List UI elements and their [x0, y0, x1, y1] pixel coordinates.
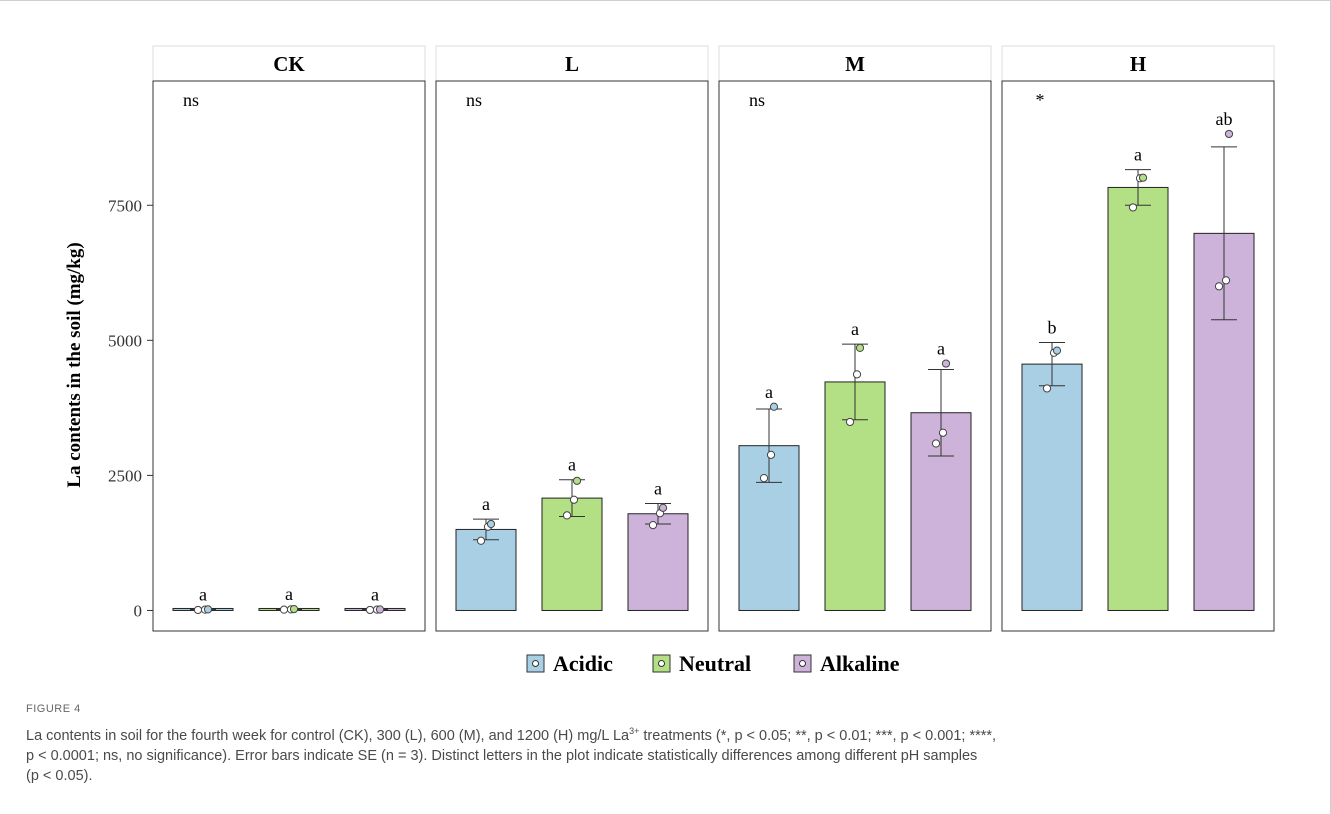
facet-title: CK — [273, 52, 305, 76]
facet-panels: CK ns a a a Lns a a a Mns a a a H * b a ab — [152, 45, 1275, 632]
facet-title: M — [845, 52, 865, 76]
data-point — [562, 511, 572, 520]
data-point — [1221, 276, 1231, 285]
facet-strip — [1001, 45, 1275, 82]
facet-panel: H * b a ab — [1001, 45, 1275, 632]
legend-label: Alkaline — [820, 651, 900, 676]
data-point — [1224, 129, 1234, 139]
figure-label: FIGURE 4 — [26, 703, 81, 715]
data-point — [852, 370, 862, 379]
group-letter: a — [285, 584, 293, 604]
facet-strip — [152, 45, 426, 82]
panel-border — [152, 80, 426, 632]
facet-panel: CK ns a a a — [152, 45, 426, 632]
group-letter: a — [937, 339, 945, 359]
facet-title: L — [565, 52, 579, 76]
data-point — [1052, 346, 1062, 355]
bar — [1021, 363, 1083, 611]
y-axis-ticks: 0 2500 5000 7500 — [108, 196, 153, 620]
facet-panel: Lns a a a — [435, 45, 709, 632]
panel-border — [1001, 80, 1275, 632]
data-point — [193, 605, 203, 615]
bar — [455, 528, 517, 611]
y-tick-label: 2500 — [108, 466, 142, 485]
data-point — [486, 519, 496, 529]
y-tick-label: 5000 — [108, 331, 142, 350]
y-axis-label: La contents in the soil (mg/kg) — [64, 242, 85, 487]
group-letter: b — [1048, 317, 1057, 337]
group-letter: a — [1134, 145, 1142, 165]
data-point — [1214, 282, 1224, 291]
group-letter: a — [654, 478, 662, 498]
figure-caption-text: La contents in soil for the fourth week … — [26, 721, 1316, 786]
caption-part-5: (p < 0.05). — [26, 767, 93, 784]
facet-strip — [718, 45, 992, 82]
data-point — [476, 536, 486, 545]
panel-border — [435, 80, 709, 632]
facet-strip — [435, 45, 709, 82]
group-letter: a — [199, 584, 207, 604]
data-point — [941, 359, 951, 368]
significance-label: ns — [466, 90, 482, 110]
legend-point — [532, 660, 539, 667]
data-point — [938, 428, 948, 437]
data-point — [569, 495, 579, 504]
caption-part-3: p < 0.05; **, p < 0.01; ***, p < 0.001; … — [734, 727, 997, 744]
data-point — [1128, 203, 1138, 212]
y-tick-label: 7500 — [108, 196, 142, 215]
caption-part-2: treatments (*, — [639, 727, 735, 744]
data-point — [1138, 173, 1148, 182]
data-point — [845, 417, 855, 427]
data-point — [1042, 384, 1052, 393]
data-point — [279, 605, 289, 614]
significance-label: ns — [183, 90, 199, 110]
data-point — [759, 474, 769, 483]
figure-caption: FIGURE 4 La contents in soil for the fou… — [26, 703, 1316, 786]
group-letter: a — [568, 455, 576, 475]
facet-panel: Mns a a a — [718, 45, 992, 632]
caption-superscript: 3+ — [629, 726, 640, 736]
legend-label: Neutral — [679, 651, 751, 676]
significance-label: * — [1036, 90, 1045, 110]
facet-title: H — [1130, 52, 1146, 76]
data-point — [289, 605, 299, 614]
bar — [627, 513, 689, 611]
group-letter: a — [765, 382, 773, 402]
legend-point — [658, 660, 665, 667]
y-tick-label: 0 — [134, 601, 143, 620]
group-letter: a — [482, 494, 490, 514]
bar-chart: La contents in the soil (mg/kg) 0 2500 500… — [64, 45, 1275, 676]
group-letter: a — [371, 584, 379, 604]
data-point — [855, 343, 865, 352]
caption-part-4: p < 0.0001; ns, no significance). Error … — [26, 747, 978, 764]
data-point — [766, 450, 776, 459]
caption-part-1: La contents in soil for the fourth week … — [26, 727, 630, 744]
data-point — [658, 503, 668, 512]
group-letter: ab — [1216, 109, 1233, 129]
data-point — [375, 605, 385, 614]
significance-label: ns — [749, 90, 765, 110]
panel-border — [718, 80, 992, 632]
group-letter: a — [851, 319, 859, 339]
data-point — [203, 605, 213, 614]
legend-point — [799, 660, 806, 667]
data-point — [931, 439, 941, 448]
bar — [1107, 186, 1169, 611]
legend-label: Acidic — [553, 651, 613, 676]
data-point — [648, 521, 658, 530]
legend: Acidic Neutral Alkaline — [526, 651, 900, 676]
data-point — [365, 605, 375, 615]
data-point — [572, 476, 582, 485]
data-point — [769, 402, 779, 411]
